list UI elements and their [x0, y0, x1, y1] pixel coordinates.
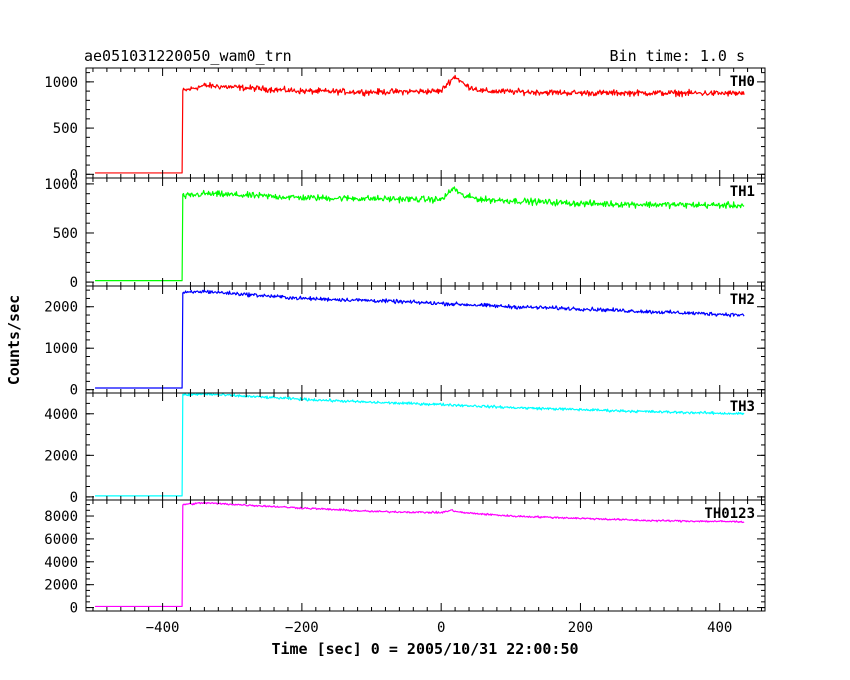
y-tick-label: 1000	[44, 177, 78, 193]
panel-frame	[85, 177, 766, 287]
panel-label-th1: TH1	[730, 184, 755, 200]
panel-th0: 0 500 1000 TH0	[44, 67, 766, 183]
y-tick-label: 500	[53, 121, 78, 137]
panel-label-th0123: TH0123	[704, 506, 755, 522]
y-tick-label: 0	[70, 601, 78, 617]
panel-label-th3: TH3	[730, 399, 755, 415]
y-tick-label: 4000	[44, 407, 78, 423]
y-tick-label: 0	[70, 383, 78, 399]
y-axis-title: Counts/sec	[5, 295, 23, 385]
y-tick-label: 0	[70, 167, 78, 183]
panel-th1: 0 500 1000 TH1	[44, 177, 766, 291]
light-curve-th2	[95, 289, 745, 389]
panel-th2: 0 1000 2000 TH2	[44, 285, 766, 399]
y-tick-label: 6000	[44, 532, 78, 548]
y-tick-label: 2000	[44, 300, 78, 316]
x-tick-label: 400	[707, 620, 732, 636]
panel-frame	[85, 392, 766, 501]
x-tick-label: −400	[146, 620, 180, 636]
y-tick-label: 4000	[44, 555, 78, 571]
light-curve-th3	[95, 392, 745, 497]
panel-label-th2: TH2	[730, 292, 755, 308]
x-tick-label: −200	[285, 620, 319, 636]
light-curve-th0	[95, 74, 745, 174]
x-tick-label: 200	[568, 620, 593, 636]
panel-th3: 0 2000 4000 TH3	[44, 392, 766, 506]
y-tick-label: 1000	[44, 341, 78, 357]
chart-title: ae051031220050_wam0_trn	[84, 47, 292, 65]
y-tick-label: 0	[70, 275, 78, 291]
light-curve-th1	[95, 186, 745, 282]
panel-frame	[85, 67, 766, 179]
panel-th0123: 0 2000 4000 6000 8000 TH0123	[44, 499, 766, 617]
y-tick-label: 500	[53, 226, 78, 242]
light-curve-th0123	[95, 501, 745, 608]
x-axis-tick-labels: −400 −200 0 200 400	[146, 620, 733, 636]
bin-time-label: Bin time: 1.0 s	[610, 47, 745, 65]
x-axis-title: Time [sec] 0 = 2005/10/31 22:00:50	[271, 640, 578, 658]
panel-label-th0: TH0	[730, 74, 755, 90]
panel-frame	[85, 499, 766, 612]
y-tick-label: 1000	[44, 75, 78, 91]
y-tick-label: 2000	[44, 448, 78, 464]
y-tick-label: 8000	[44, 509, 78, 525]
x-tick-label: 0	[437, 620, 445, 636]
y-tick-label: 2000	[44, 578, 78, 594]
y-tick-label: 0	[70, 490, 78, 506]
